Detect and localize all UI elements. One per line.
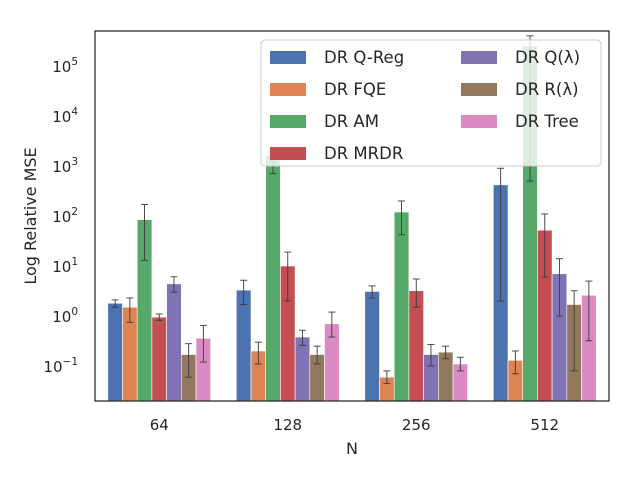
plot-frame — [94, 30, 610, 402]
legend-swatch — [270, 83, 306, 96]
bar — [294, 336, 311, 402]
y-tick-label: 100 — [52, 306, 78, 326]
error-bar — [442, 345, 450, 360]
x-tick-label: 512 — [530, 416, 559, 434]
legend-swatch — [461, 51, 497, 64]
y-tick-label: 101 — [52, 256, 78, 276]
legend-label: DR MRDR — [324, 144, 403, 163]
error-bar — [368, 285, 376, 299]
legend-label: DR FQE — [324, 80, 386, 99]
error-bar — [412, 278, 420, 308]
legend-swatch — [270, 147, 306, 160]
y-tick-label: 104 — [52, 106, 78, 126]
error-bars-layer — [111, 35, 593, 384]
legend-label: DR R(λ) — [515, 80, 579, 99]
x-tick-label: 256 — [402, 416, 431, 434]
error-bar — [240, 279, 248, 305]
bar — [151, 316, 167, 402]
error-bar — [328, 311, 336, 338]
x-axis-ticks: 64 128 256 512 — [150, 416, 559, 434]
error-bar — [427, 344, 435, 367]
y-tick-label: 105 — [52, 56, 78, 76]
error-bar — [555, 258, 563, 317]
y-tick-label: 10−1 — [43, 356, 78, 376]
error-bar — [313, 345, 321, 365]
bar — [107, 302, 123, 402]
error-bar — [383, 370, 391, 384]
y-tick-label: 102 — [52, 206, 78, 226]
legend-swatch — [270, 51, 306, 64]
legend-swatch — [461, 83, 497, 96]
legend-frame — [260, 39, 602, 167]
error-bar — [141, 204, 149, 261]
error-bar — [170, 276, 178, 293]
error-bar — [570, 290, 578, 372]
error-bar — [199, 324, 207, 363]
error-bar — [398, 200, 406, 236]
error-bar — [585, 280, 593, 342]
error-bar — [541, 213, 549, 278]
error-bar — [511, 350, 519, 375]
bar — [166, 283, 182, 402]
error-bar — [298, 329, 306, 346]
bar — [364, 291, 380, 402]
error-bar — [284, 251, 292, 302]
y-tick-label: 103 — [52, 156, 78, 176]
legend: DR Q-Reg DR FQE DR AM DR MRDR DR Q(λ) DR R(λ)… — [260, 39, 602, 167]
error-bar — [185, 343, 193, 378]
error-bar — [126, 297, 134, 323]
x-axis-label: N — [346, 439, 358, 458]
legend-label: DR Tree — [515, 112, 579, 131]
bar — [236, 289, 252, 402]
y-axis-label: Log Relative MSE — [21, 147, 40, 284]
error-bar — [497, 167, 505, 302]
error-bar — [155, 313, 163, 321]
y-axis-ticks: 10−1 100 101 102 103 104 105 — [43, 56, 78, 376]
legend-swatch — [270, 115, 306, 128]
bar — [393, 211, 410, 402]
legend-swatch — [461, 115, 497, 128]
error-bar — [254, 341, 262, 365]
bar — [437, 351, 454, 402]
error-bar — [456, 356, 464, 372]
x-tick-label: 64 — [150, 416, 169, 434]
legend-label: DR Q-Reg — [324, 48, 404, 67]
bar — [265, 155, 281, 402]
error-bar — [111, 299, 119, 308]
legend-label: DR Q(λ) — [515, 48, 580, 67]
legend-label: DR AM — [324, 112, 379, 131]
x-tick-label: 128 — [273, 416, 302, 434]
